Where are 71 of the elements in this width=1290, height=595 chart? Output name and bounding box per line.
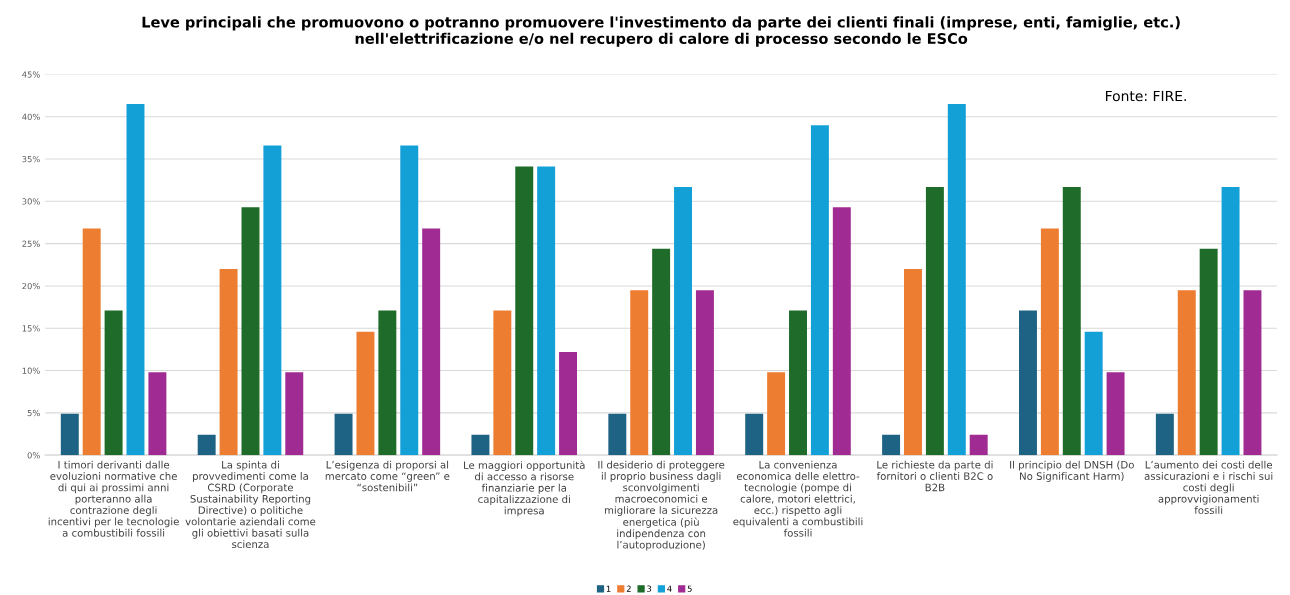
x-tick-label: Il principio del DNSH (Do No Significant Harm) [1010,460,1134,482]
bar [1062,186,1081,456]
bar [197,434,216,456]
x-tick-label: L’aumento dei costi delle assicurazioni e i rischi sui costi degli approvvigionamenti fossili [1144,460,1273,514]
y-tick-label: 20% [22,282,40,290]
x-tick-label: Le maggiori opportunità di accesso a risorse finanziarie per la capitalizzazione di impresa [464,460,585,517]
bar [82,228,101,456]
bar [60,413,79,456]
bar [1221,186,1240,456]
bar [1018,310,1037,456]
bar [652,248,671,456]
x-tick-label: Le richieste da parte di fornitori o clienti B2C o B2B [876,460,993,492]
bar [882,434,901,456]
legend-label: 4 [667,585,672,592]
bar [400,145,419,456]
bar [537,166,556,456]
bar [1040,228,1059,456]
x-tick-label: L’esigenza di proporsi al mercato come “green” e “sostenibili” [325,460,450,492]
bar [356,331,375,456]
y-tick-label: 25% [22,240,40,247]
bar [947,103,966,456]
x-tick-label: Il desiderio di proteggere il proprio business dagli sconvolgimenti macroeconomici e migliorare la sicurezza energetica (più indipendenza con l’autoproduzione) [598,460,725,551]
x-tick-label: I timori derivanti dalle evoluzioni normative che di qui ai prossimi anni porteranno alla contrazione degli incentivi per le tecnologie a combustibili fossili [48,460,179,537]
bar [148,372,167,456]
bar [969,434,988,456]
legend-label: 2 [626,585,631,592]
bar [285,372,304,456]
bar [422,228,441,456]
y-tick-label: 15% [22,325,40,332]
bar [608,413,627,456]
bar [1243,290,1262,456]
bar [1199,248,1218,456]
bar [378,310,397,456]
chart-title: Leve principali che promuovono o potranno promuovere l'investimento da parte dei clienti finali (imprese, enti, famiglie, etc.) nell'elettrificazione e/o nel recupero di calore di processo secondo le ESCo [142,16,1180,47]
legend-label: 5 [687,585,692,592]
bar [559,351,578,456]
bar [1155,413,1174,456]
bar [925,186,944,456]
bar [674,186,693,456]
y-tick-label: 40% [22,113,40,120]
bar [832,207,851,456]
bar [471,434,490,456]
bar [789,310,807,456]
bar [515,166,534,456]
bar [810,125,829,456]
y-tick-label: 0% [27,452,40,459]
y-tick-label: 45% [22,71,40,78]
annotation: Fonte: FIRE. [1105,90,1186,102]
bar [630,290,649,456]
bar [1106,372,1125,456]
bar [1177,290,1196,456]
x-tick-label: La convenienza economica delle elettro- tecnologie (pompe di calore, motori elettrici, ecc.) rispetto agli equivalenti a combustibili fossili [733,460,863,537]
x-tick-label: La spinta di provvedimenti come la CSRD (Corporate Sustainability Reporting Directive) o politiche volontarie aziendali come gli obiettivi basati sulla scienza [185,460,316,549]
bar [104,310,123,456]
legend-label: 1 [606,585,611,592]
bar [493,310,512,456]
bar [263,145,282,456]
bar [334,413,353,456]
y-tick-label: 5% [27,409,40,417]
y-tick-label: 30% [22,198,40,205]
bar [904,269,922,456]
bar [219,269,238,456]
bar [767,372,786,456]
bar [126,103,145,456]
legend-label: 3 [647,585,652,592]
y-tick-label: 10% [22,367,40,374]
bar [695,290,714,456]
y-tick-label: 35% [22,155,40,163]
bar [745,413,764,456]
bar [241,207,260,456]
bar [1084,331,1103,456]
